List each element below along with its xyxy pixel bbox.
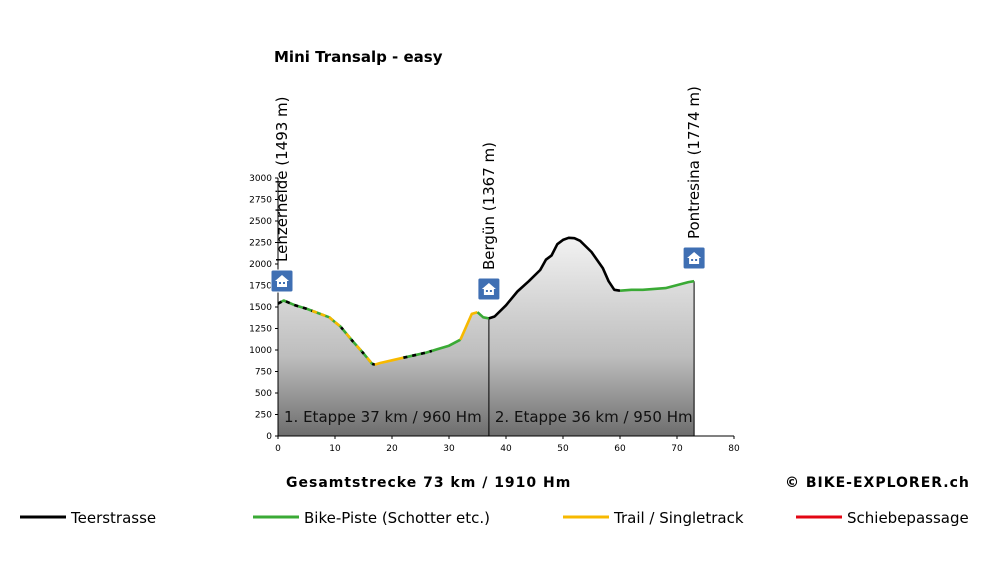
y-tick-label: 2250 <box>249 239 272 249</box>
location-markers: Lenzerheide (1493 m) Bergün (1367 m) Pontr… <box>270 86 706 301</box>
axes: 0250500750100012501500175020002250250027… <box>249 174 740 454</box>
x-tick-label: 50 <box>557 444 569 454</box>
route-segment-orange <box>374 356 404 366</box>
y-tick-label: 2500 <box>249 217 272 227</box>
legend-label: Teerstrasse <box>70 509 156 527</box>
route-segment-mixed-dash <box>334 321 376 366</box>
stage-2-label: 2. Etappe 36 km / 950 Hm <box>495 408 693 426</box>
y-tick-label: 3000 <box>249 174 272 184</box>
x-tick-label: 80 <box>728 444 740 454</box>
route-segment-mixed-base <box>403 349 433 359</box>
route-segment-green <box>476 311 490 320</box>
hut-icon <box>270 269 294 293</box>
route-segment-orange <box>459 310 478 341</box>
x-tick-label: 0 <box>275 444 281 454</box>
hut-icon <box>477 277 501 301</box>
y-tick-label: 1250 <box>249 325 272 335</box>
chart-title: Mini Transalp - easy <box>274 48 443 66</box>
profile-area <box>278 237 695 436</box>
copyright-text: © BIKE-EXPLORER.ch <box>785 475 970 491</box>
y-tick-label: 0 <box>266 432 272 442</box>
route-segment-mixed-dash <box>277 299 313 313</box>
x-tick-label: 20 <box>386 444 398 454</box>
location-label: Lenzerheide (1493 m) <box>273 96 291 262</box>
x-tick-label: 60 <box>614 444 626 454</box>
profile-fill <box>278 237 695 436</box>
stage-labels: 1. Etappe 37 km / 960 Hm 2. Etappe 36 km … <box>284 408 693 426</box>
y-tick-label: 2750 <box>249 196 272 206</box>
legend-label: Bike-Piste (Schotter etc.) <box>304 509 490 527</box>
x-tick-label: 40 <box>500 444 512 454</box>
x-tick-label: 10 <box>329 444 341 454</box>
route-segment-green <box>619 279 695 292</box>
y-tick-label: 2000 <box>249 260 272 270</box>
route-segment-mixed-dash <box>334 321 376 366</box>
x-tick-label: 30 <box>443 444 455 454</box>
route-segment-black <box>488 236 621 320</box>
route-segment-mixed-dash <box>311 309 336 324</box>
legend-label: Trail / Singletrack <box>613 509 744 527</box>
legend-label: Schiebepassage <box>847 509 969 527</box>
hut-icon <box>682 246 706 270</box>
y-tick-label: 1000 <box>249 346 272 356</box>
total-distance-text: Gesamtstrecke 73 km / 1910 Hm <box>286 475 571 491</box>
y-tick-label: 500 <box>255 389 272 399</box>
y-tick-label: 250 <box>255 411 272 421</box>
stage-1-label: 1. Etappe 37 km / 960 Hm <box>284 408 482 426</box>
route-segment-green <box>431 338 462 353</box>
y-tick-label: 1750 <box>249 282 272 292</box>
legend: Teerstrasse Bike-Piste (Schotter etc.) Tra… <box>20 509 969 527</box>
y-tick-label: 750 <box>255 368 272 378</box>
x-tick-label: 70 <box>671 444 683 454</box>
profile-line <box>277 236 695 366</box>
y-tick-label: 1500 <box>249 303 272 313</box>
location-label: Bergün (1367 m) <box>480 142 498 270</box>
location-label: Pontresina (1774 m) <box>685 86 703 239</box>
